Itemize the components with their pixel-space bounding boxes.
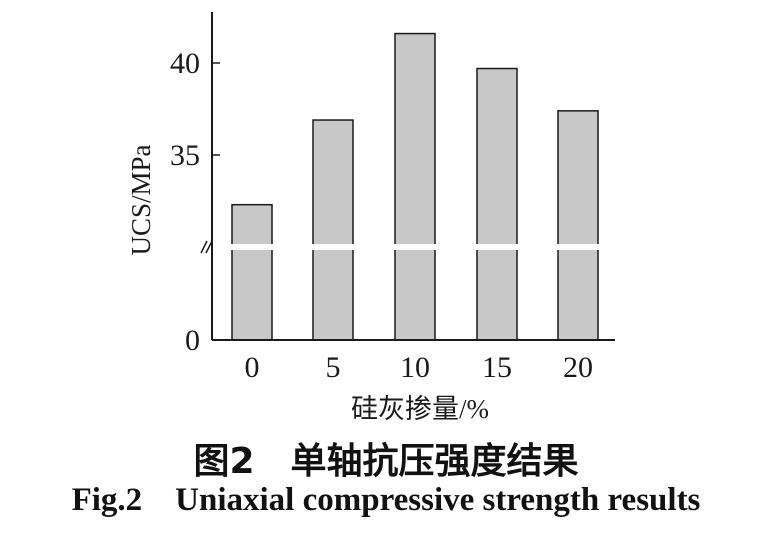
axis-break-band bbox=[210, 244, 602, 250]
axes bbox=[211, 12, 615, 341]
axis-break-slash-1 bbox=[200, 240, 208, 254]
x-ticks: 0 5 10 15 20 bbox=[245, 351, 594, 384]
bar-10 bbox=[394, 32, 436, 341]
y-ticks: 0 35 40 bbox=[170, 47, 220, 357]
x-tick-label-0: 0 bbox=[245, 351, 260, 384]
chart: 0 35 40 0 5 10 15 20 UCS/MPa 硅灰掺量/% bbox=[126, 12, 615, 424]
x-tick-label-15: 15 bbox=[482, 351, 512, 384]
bar-5 bbox=[312, 119, 354, 341]
y-tick-label-35: 35 bbox=[170, 139, 200, 172]
bars-group bbox=[231, 32, 599, 341]
y-axis-title: UCS/MPa bbox=[126, 144, 156, 255]
bar-15 bbox=[476, 67, 518, 341]
x-tick-label-10: 10 bbox=[400, 351, 430, 384]
bar-20 bbox=[557, 110, 599, 341]
figure-caption-english: Fig.2 Uniaxial compressive strength resu… bbox=[71, 482, 701, 518]
x-axis-title: 硅灰掺量/% bbox=[351, 394, 489, 424]
figure-caption-chinese: 图2 单轴抗压强度结果 bbox=[193, 441, 579, 482]
bar-0 bbox=[231, 203, 273, 341]
x-tick-label-20: 20 bbox=[563, 351, 593, 384]
y-tick-label-0: 0 bbox=[185, 324, 200, 357]
x-tick-label-5: 5 bbox=[326, 351, 341, 384]
y-tick-label-40: 40 bbox=[170, 47, 200, 80]
